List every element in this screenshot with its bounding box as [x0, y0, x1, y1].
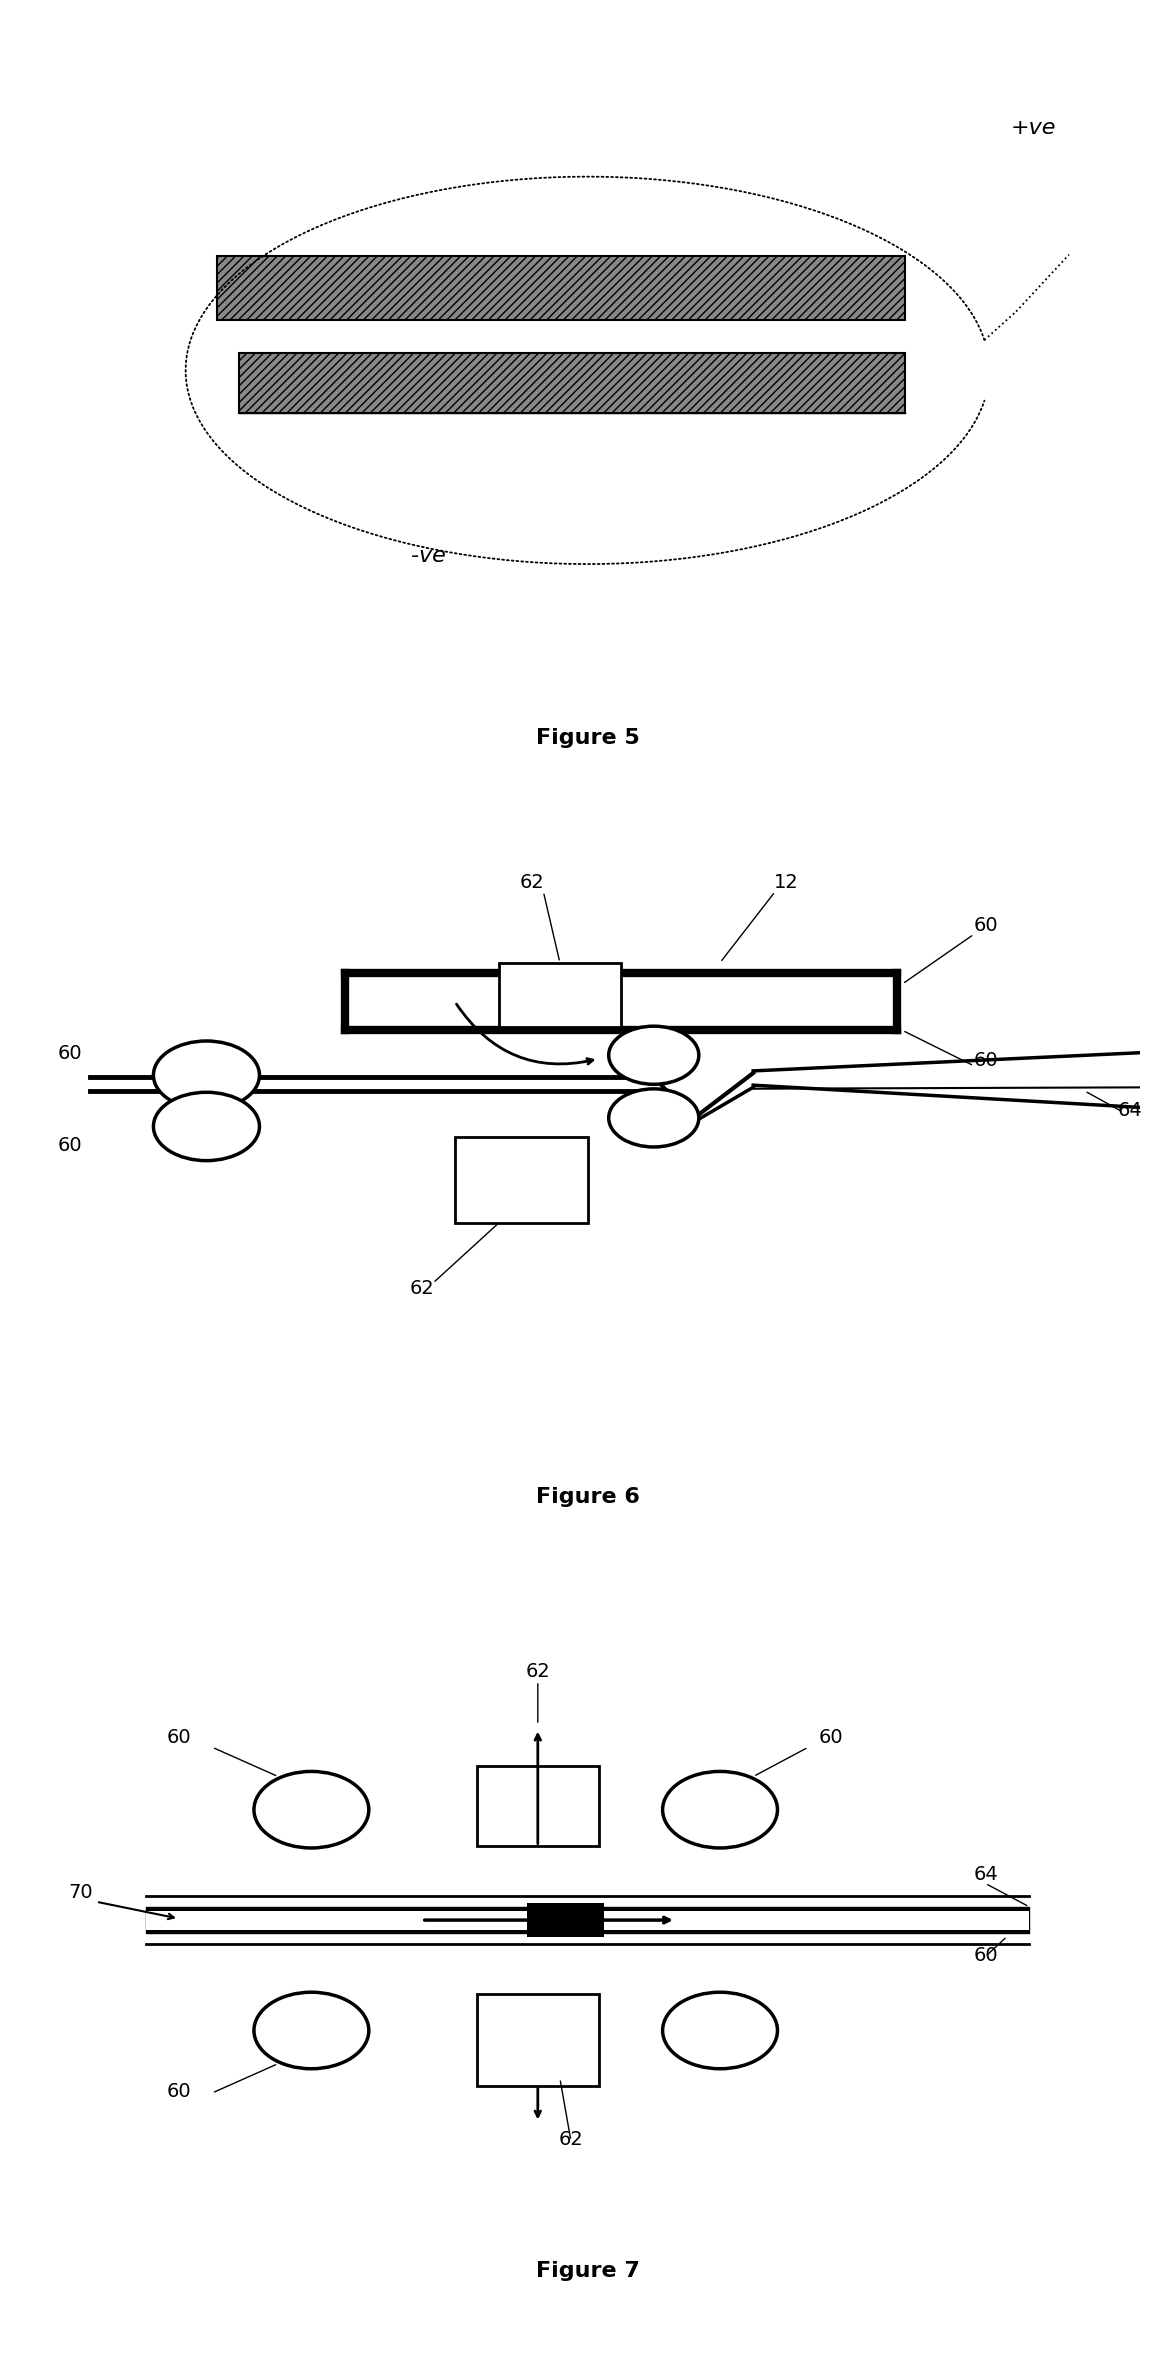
Bar	[239, 354, 905, 413]
Text: 60: 60	[167, 1728, 192, 1747]
Text: 60: 60	[818, 1728, 842, 1747]
Circle shape	[609, 1026, 699, 1085]
Bar	[526, 1904, 604, 1937]
Circle shape	[254, 1992, 369, 2068]
Circle shape	[154, 1092, 260, 1161]
Text: 64: 64	[1117, 1102, 1142, 1121]
Text: 64: 64	[974, 1864, 999, 1883]
Circle shape	[154, 1042, 260, 1109]
Circle shape	[663, 1771, 778, 1847]
Text: 12: 12	[774, 874, 799, 893]
Text: 60: 60	[167, 2082, 192, 2101]
Text: 70: 70	[68, 1883, 93, 1902]
Bar	[477, 1994, 598, 2087]
Bar	[146, 1906, 1029, 1932]
Text: 62: 62	[558, 2129, 583, 2148]
Bar	[217, 256, 905, 320]
Text: +ve: +ve	[1010, 119, 1056, 138]
Text: -ve: -ve	[411, 546, 446, 565]
Bar	[477, 1766, 598, 1847]
Bar	[455, 1137, 588, 1223]
Text: 60: 60	[58, 1137, 82, 1156]
Text: 62: 62	[525, 1662, 550, 1681]
Text: 60: 60	[58, 1045, 82, 1064]
Circle shape	[663, 1992, 778, 2068]
Text: 62: 62	[409, 1280, 435, 1299]
Text: 62: 62	[519, 874, 545, 893]
Bar	[146, 1911, 1029, 1930]
Circle shape	[609, 1090, 699, 1147]
Bar	[499, 964, 620, 1028]
Circle shape	[254, 1771, 369, 1847]
Text: 60: 60	[974, 916, 999, 935]
Text: 60: 60	[974, 1947, 999, 1966]
Text: Figure 7: Figure 7	[536, 2260, 639, 2281]
Text: Figure 5: Figure 5	[536, 729, 639, 748]
Text: 60: 60	[974, 1052, 999, 1071]
Text: Figure 6: Figure 6	[536, 1488, 639, 1507]
